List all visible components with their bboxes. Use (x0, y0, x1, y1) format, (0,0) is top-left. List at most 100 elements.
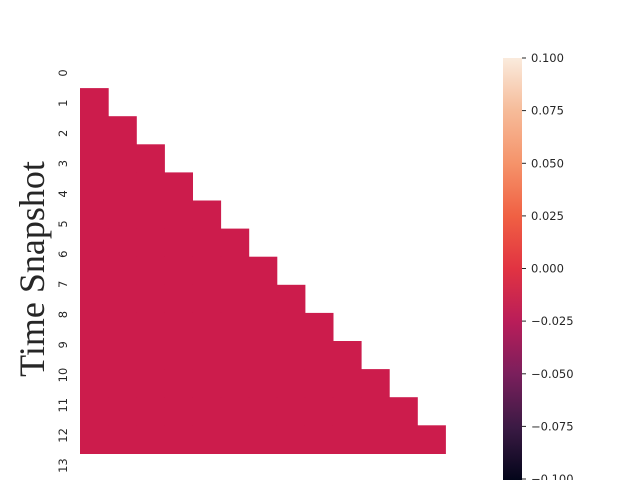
heatmap-cell-r6-c0 (80, 228, 109, 258)
heatmap-cell-r13-c6 (248, 425, 278, 454)
heatmap-cell-r11-c9 (332, 369, 362, 398)
heatmap-cell-r7-c3 (164, 256, 193, 286)
heatmap-cell-r13-c11 (389, 425, 418, 454)
heatmap-cell-r9-c1 (108, 312, 137, 342)
heatmap-cell-r9-c7 (276, 312, 306, 342)
heatmap-cell-r4-c2 (136, 172, 165, 202)
heatmap-cell-r13-c4 (192, 425, 222, 454)
y-tick-label: 12 (56, 428, 70, 443)
heatmap-cell-r8-c5 (220, 284, 250, 314)
heatmap-cell-r12-c1 (108, 397, 137, 426)
heatmap-cell-r7-c1 (108, 256, 137, 286)
heatmap-cell-r11-c2 (136, 369, 165, 398)
colorbar-tick-label: 0.100 (531, 51, 564, 65)
colorbar-ticks: 0.100 0.075 0.050 0.025 0.000 −0.025 −0.050 −0.… (522, 51, 574, 480)
heatmap-cell-r12-c3 (164, 397, 193, 426)
heatmap-cell-r11-c5 (220, 369, 250, 398)
heatmap-cell-r2-c1 (108, 116, 137, 145)
heatmap-cell-r13-c12 (417, 425, 446, 454)
y-tick-label: 5 (56, 220, 70, 227)
heatmap-cell-r8-c3 (164, 284, 193, 314)
heatmap-cell-r12-c11 (389, 397, 418, 426)
colorbar-tick-label: 0.025 (531, 209, 564, 223)
colorbar-tick-label: −0.075 (531, 419, 574, 433)
heatmap-cell-r8-c2 (136, 284, 165, 314)
heatmap-cell-r13-c10 (361, 425, 390, 454)
heatmap-cell-r5-c2 (136, 200, 165, 230)
heatmap-cell-r13-c9 (332, 425, 362, 454)
heatmap-cell-r6-c5 (220, 228, 250, 258)
heatmap-cell-r11-c3 (164, 369, 193, 398)
heatmap-cell-r11-c7 (276, 369, 306, 398)
heatmap-cell-r7-c2 (136, 256, 165, 286)
heatmap-cell-r11-c8 (304, 369, 334, 398)
heatmap-cell-r7-c5 (220, 256, 250, 286)
heatmap-cell-r3-c1 (108, 144, 137, 173)
heatmap-cell-r12-c7 (276, 397, 306, 426)
heatmap-cell-r11-c1 (108, 369, 137, 398)
heatmap-cell-r12-c10 (361, 397, 390, 426)
heatmap-cell-r13-c3 (164, 425, 193, 454)
y-tick-label: 11 (56, 398, 70, 413)
heatmap-cell-r1-c0 (80, 88, 109, 117)
heatmap-cell-r6-c4 (192, 228, 222, 258)
y-tick-label: 7 (56, 281, 70, 288)
heatmap-cell-r12-c6 (248, 397, 278, 426)
heatmap-cell-r13-c7 (276, 425, 306, 454)
heatmap-cell-r12-c9 (332, 397, 362, 426)
heatmap-cell-r12-c0 (80, 397, 109, 426)
y-tick-label: 8 (56, 311, 70, 318)
y-tick-label: 1 (56, 100, 70, 107)
heatmap-cell-r9-c4 (192, 312, 222, 342)
heatmap-cell-r12-c8 (304, 397, 334, 426)
y-axis-label: Time Snapshot (12, 161, 52, 377)
colorbar-tick-label: −0.050 (531, 367, 574, 381)
heatmap-cell-r6-c1 (108, 228, 137, 258)
heatmap-cell-r4-c1 (108, 172, 137, 202)
heatmap-cell-r5-c0 (80, 200, 109, 230)
heatmap-cell-r4-c0 (80, 172, 109, 202)
heatmap-cell-r10-c1 (108, 341, 137, 370)
heatmap-cell-r10-c4 (192, 341, 222, 370)
heatmap-cell-r2-c0 (80, 116, 109, 145)
heatmap-cell-r13-c0 (80, 425, 109, 454)
heatmap-cell-r9-c2 (136, 312, 165, 342)
y-tick-label: 13 (56, 458, 70, 473)
heatmap-cell-r13-c1 (108, 425, 137, 454)
colorbar-tick-label: 0.050 (531, 156, 564, 170)
y-tick-label: 3 (56, 160, 70, 167)
heatmap-cell-r13-c2 (136, 425, 165, 454)
heatmap-cell-r12-c5 (220, 397, 250, 426)
y-tick-label: 10 (56, 368, 70, 383)
heatmap-cell-r8-c1 (108, 284, 137, 314)
heatmap-cell-r11-c0 (80, 369, 109, 398)
heatmap-cell-r12-c4 (192, 397, 222, 426)
heatmap-cell-r4-c3 (164, 172, 193, 202)
colorbar-tick-label: 0.000 (531, 262, 564, 276)
heatmap-cell-r9-c0 (80, 312, 109, 342)
y-tick-label: 9 (56, 341, 70, 348)
heatmap-cell-r10-c0 (80, 341, 109, 370)
heatmap-cell-r8-c0 (80, 284, 109, 314)
heatmap-cell-r13-c8 (304, 425, 334, 454)
heatmap-cell-r5-c3 (164, 200, 193, 230)
y-tick-label: 4 (56, 190, 70, 197)
heatmap-cell-r10-c3 (164, 341, 193, 370)
heatmap-cell-r3-c2 (136, 144, 165, 173)
colorbar-tick-label: −0.100 (531, 472, 574, 480)
heatmap-cell-r9-c6 (248, 312, 278, 342)
heatmap-cell-r8-c6 (248, 284, 278, 314)
heatmap-cell-r10-c6 (248, 341, 278, 370)
heatmap-cell-r10-c9 (332, 341, 362, 370)
heatmap-cell-r3-c0 (80, 144, 109, 173)
heatmap-cell-r9-c5 (220, 312, 250, 342)
heatmap-cell-r12-c2 (136, 397, 165, 426)
heatmap-cell-r11-c10 (361, 369, 390, 398)
heatmap-cell-r10-c8 (304, 341, 334, 370)
heatmap-cell-r10-c5 (220, 341, 250, 370)
heatmap-cell-r6-c3 (164, 228, 193, 258)
heatmap-cell-r13-c5 (220, 425, 250, 454)
colorbar (503, 58, 522, 480)
